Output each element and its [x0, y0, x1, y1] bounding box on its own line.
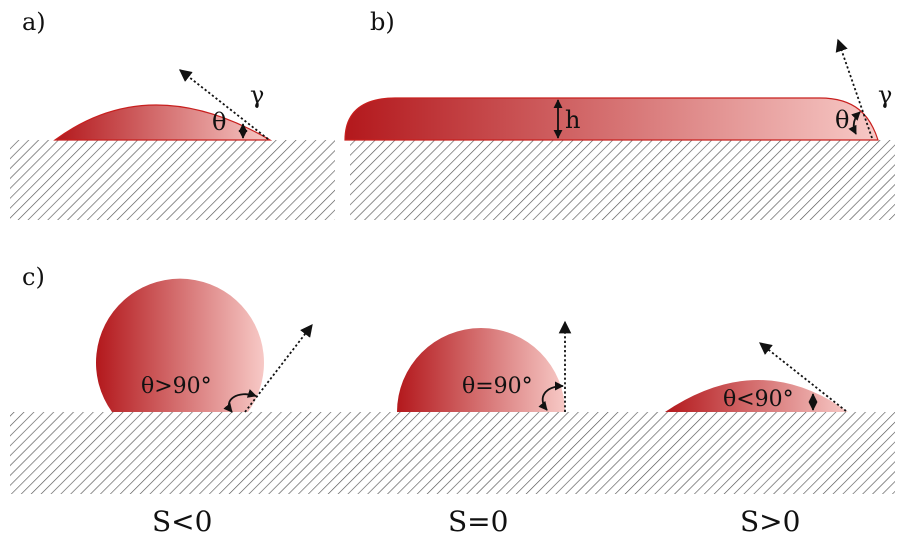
angle-symbol-a: θ: [212, 108, 226, 136]
spreading-label-c1: S<0: [152, 505, 212, 538]
panel-b: b) h γ θ: [344, 8, 895, 220]
angle-label-c3: θ<90°: [723, 387, 794, 412]
tension-arrow-b: [835, 38, 873, 139]
substrate-b: [350, 140, 895, 220]
tension-symbol-a: γ: [250, 81, 264, 109]
drop-c1: [95, 278, 264, 412]
tension-symbol-b: γ: [878, 81, 892, 109]
film-b: [344, 97, 879, 141]
drop-a: [53, 104, 273, 141]
spreading-label-c3: S>0: [740, 505, 800, 538]
angle-marker-c1: [223, 389, 257, 413]
angle-symbol-b: θ: [835, 106, 849, 134]
angle-label-c1: θ>90°: [141, 374, 212, 399]
thickness-symbol-b: h: [565, 106, 580, 134]
panel-a-label: a): [22, 8, 46, 36]
panel-b-label: b): [370, 8, 395, 36]
spreading-label-c2: S=0: [448, 505, 508, 538]
drop-c2: [397, 328, 565, 412]
tension-arrow-a: [179, 69, 269, 140]
angle-marker-b: [848, 111, 861, 135]
panel-c: c) θ>90° S<0 θ=90° S=0 θ<90° S>0: [10, 263, 895, 538]
substrate-c: [10, 412, 895, 494]
panel-c-label: c): [22, 263, 45, 291]
panel-a: a) γ θ: [10, 8, 335, 220]
drop-c3: [665, 380, 848, 412]
substrate-a: [10, 140, 335, 220]
angle-marker-c2: [538, 381, 564, 411]
angle-label-c2: θ=90°: [462, 374, 533, 399]
